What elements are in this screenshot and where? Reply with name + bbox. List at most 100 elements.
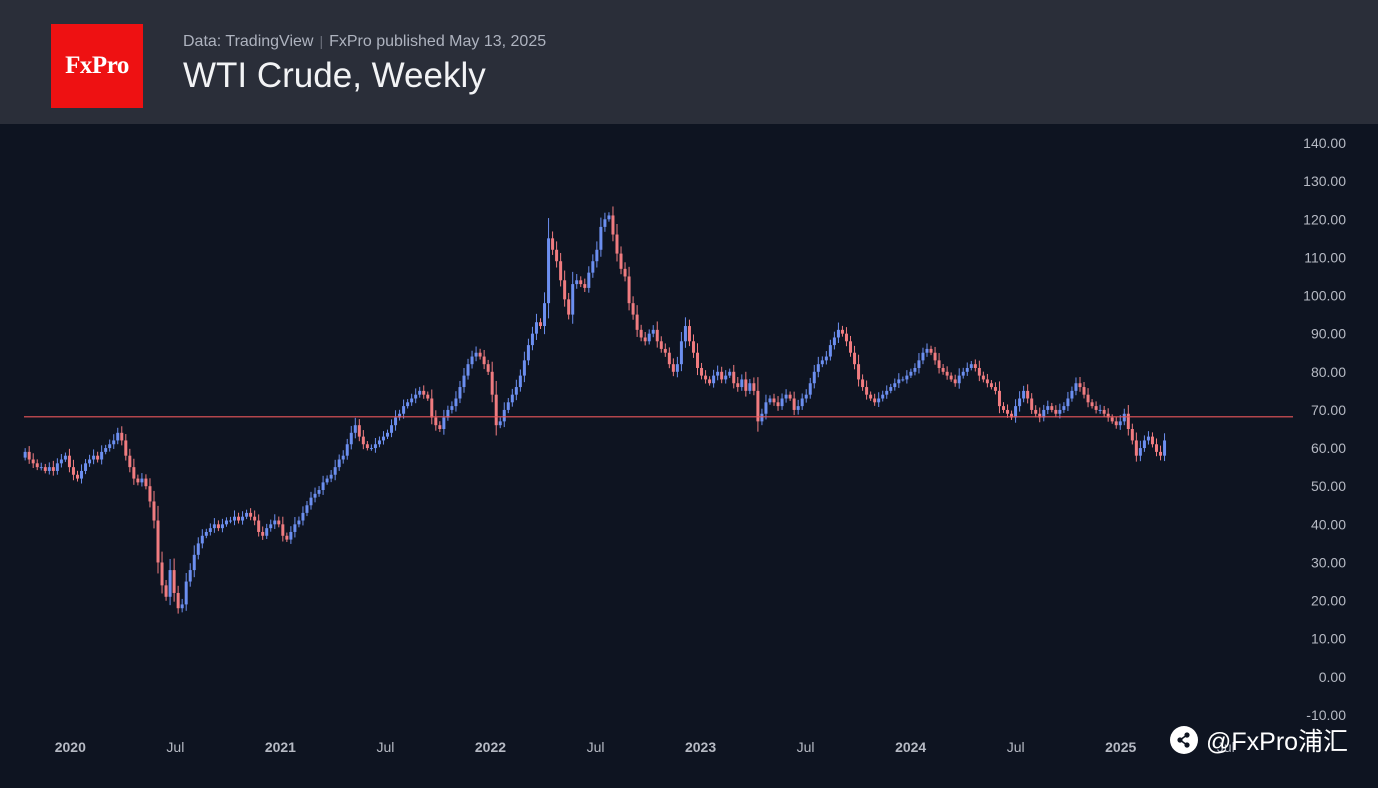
candle	[462, 367, 466, 393]
x-tick-label: 2024	[895, 739, 926, 755]
candle	[869, 391, 873, 401]
y-tick-label: 100.00	[1303, 288, 1346, 304]
candle	[704, 370, 708, 384]
candle	[317, 486, 321, 497]
candle	[1018, 391, 1022, 412]
candle-body	[828, 345, 832, 357]
candle	[454, 391, 458, 412]
candle-body	[691, 341, 695, 353]
candle	[510, 388, 514, 407]
candle	[301, 506, 305, 526]
candle	[844, 327, 848, 347]
candle	[124, 434, 128, 461]
candle-body	[651, 329, 655, 334]
candle	[949, 372, 953, 382]
y-tick-label: 140.00	[1303, 135, 1346, 151]
candle	[873, 393, 877, 406]
candle-body	[663, 348, 667, 353]
x-axis: 2020 Jul 2021 Jul 2022 Jul 2023 Jul 2024 Jul 2025 J…	[55, 739, 1235, 755]
candle	[1114, 416, 1118, 429]
candle	[168, 558, 172, 606]
candle-body	[530, 333, 534, 346]
candle-body	[873, 398, 877, 403]
candle	[865, 380, 869, 400]
candle	[1090, 399, 1094, 409]
candle	[458, 380, 462, 404]
candle	[92, 449, 96, 465]
candle	[128, 448, 132, 473]
candle-body	[132, 467, 136, 479]
candle	[377, 436, 381, 448]
candle	[961, 367, 965, 379]
candle	[917, 353, 921, 374]
candle	[466, 358, 470, 380]
candle-body	[1062, 406, 1066, 410]
candle	[1074, 377, 1078, 396]
candle-body	[985, 379, 989, 384]
candle-body	[889, 387, 893, 391]
candle-body	[398, 413, 402, 418]
candle-body	[611, 215, 615, 235]
candle	[901, 376, 905, 382]
candle	[861, 374, 865, 391]
candle-body	[844, 333, 848, 342]
candle	[913, 363, 917, 376]
candle-body	[84, 463, 88, 471]
candle	[538, 318, 542, 330]
candle	[273, 514, 277, 530]
candle-body	[969, 364, 973, 368]
candle	[430, 389, 434, 425]
candle	[700, 362, 704, 380]
candle-body	[414, 394, 418, 399]
candle-body	[482, 356, 486, 365]
candle-body	[277, 520, 281, 525]
candle	[148, 478, 152, 508]
candle	[1106, 408, 1110, 422]
candle	[965, 362, 969, 376]
candle-body	[937, 360, 941, 368]
candle-body	[249, 512, 253, 517]
candle-body	[538, 322, 542, 327]
candle-body	[857, 364, 861, 380]
candle	[534, 313, 538, 340]
candle-body	[1118, 421, 1122, 426]
candle-body	[386, 432, 390, 437]
candle-body	[1134, 440, 1138, 456]
candle	[575, 274, 579, 289]
candle-body	[655, 329, 659, 342]
candle	[381, 431, 385, 445]
candle-body	[261, 531, 265, 536]
candle	[422, 385, 426, 399]
candle-body	[289, 531, 293, 540]
candle	[812, 364, 816, 389]
candle-body	[212, 524, 216, 529]
x-tick-label: 2021	[265, 739, 296, 755]
candle	[237, 512, 241, 524]
candle	[1066, 391, 1070, 412]
candle-body	[333, 467, 337, 475]
candle	[551, 231, 555, 255]
candle-body	[893, 383, 897, 388]
candle	[321, 475, 325, 495]
candle	[728, 368, 732, 379]
candle	[647, 329, 651, 345]
candle-body	[949, 375, 953, 380]
candle-body	[929, 348, 933, 353]
candle-body	[116, 432, 120, 441]
candle-body	[1054, 409, 1058, 414]
candle	[329, 470, 333, 483]
candle	[132, 458, 136, 485]
candle-body	[241, 516, 245, 521]
candle-body	[80, 470, 84, 479]
candle	[675, 356, 679, 378]
candle	[1110, 414, 1114, 424]
candle	[603, 212, 607, 232]
candle	[748, 378, 752, 395]
candle	[981, 371, 985, 383]
candle-body	[265, 528, 269, 536]
candle-body	[140, 478, 144, 483]
candle	[583, 278, 587, 293]
candle	[780, 393, 784, 410]
candle	[220, 518, 224, 533]
y-tick-label: 130.00	[1303, 173, 1346, 189]
